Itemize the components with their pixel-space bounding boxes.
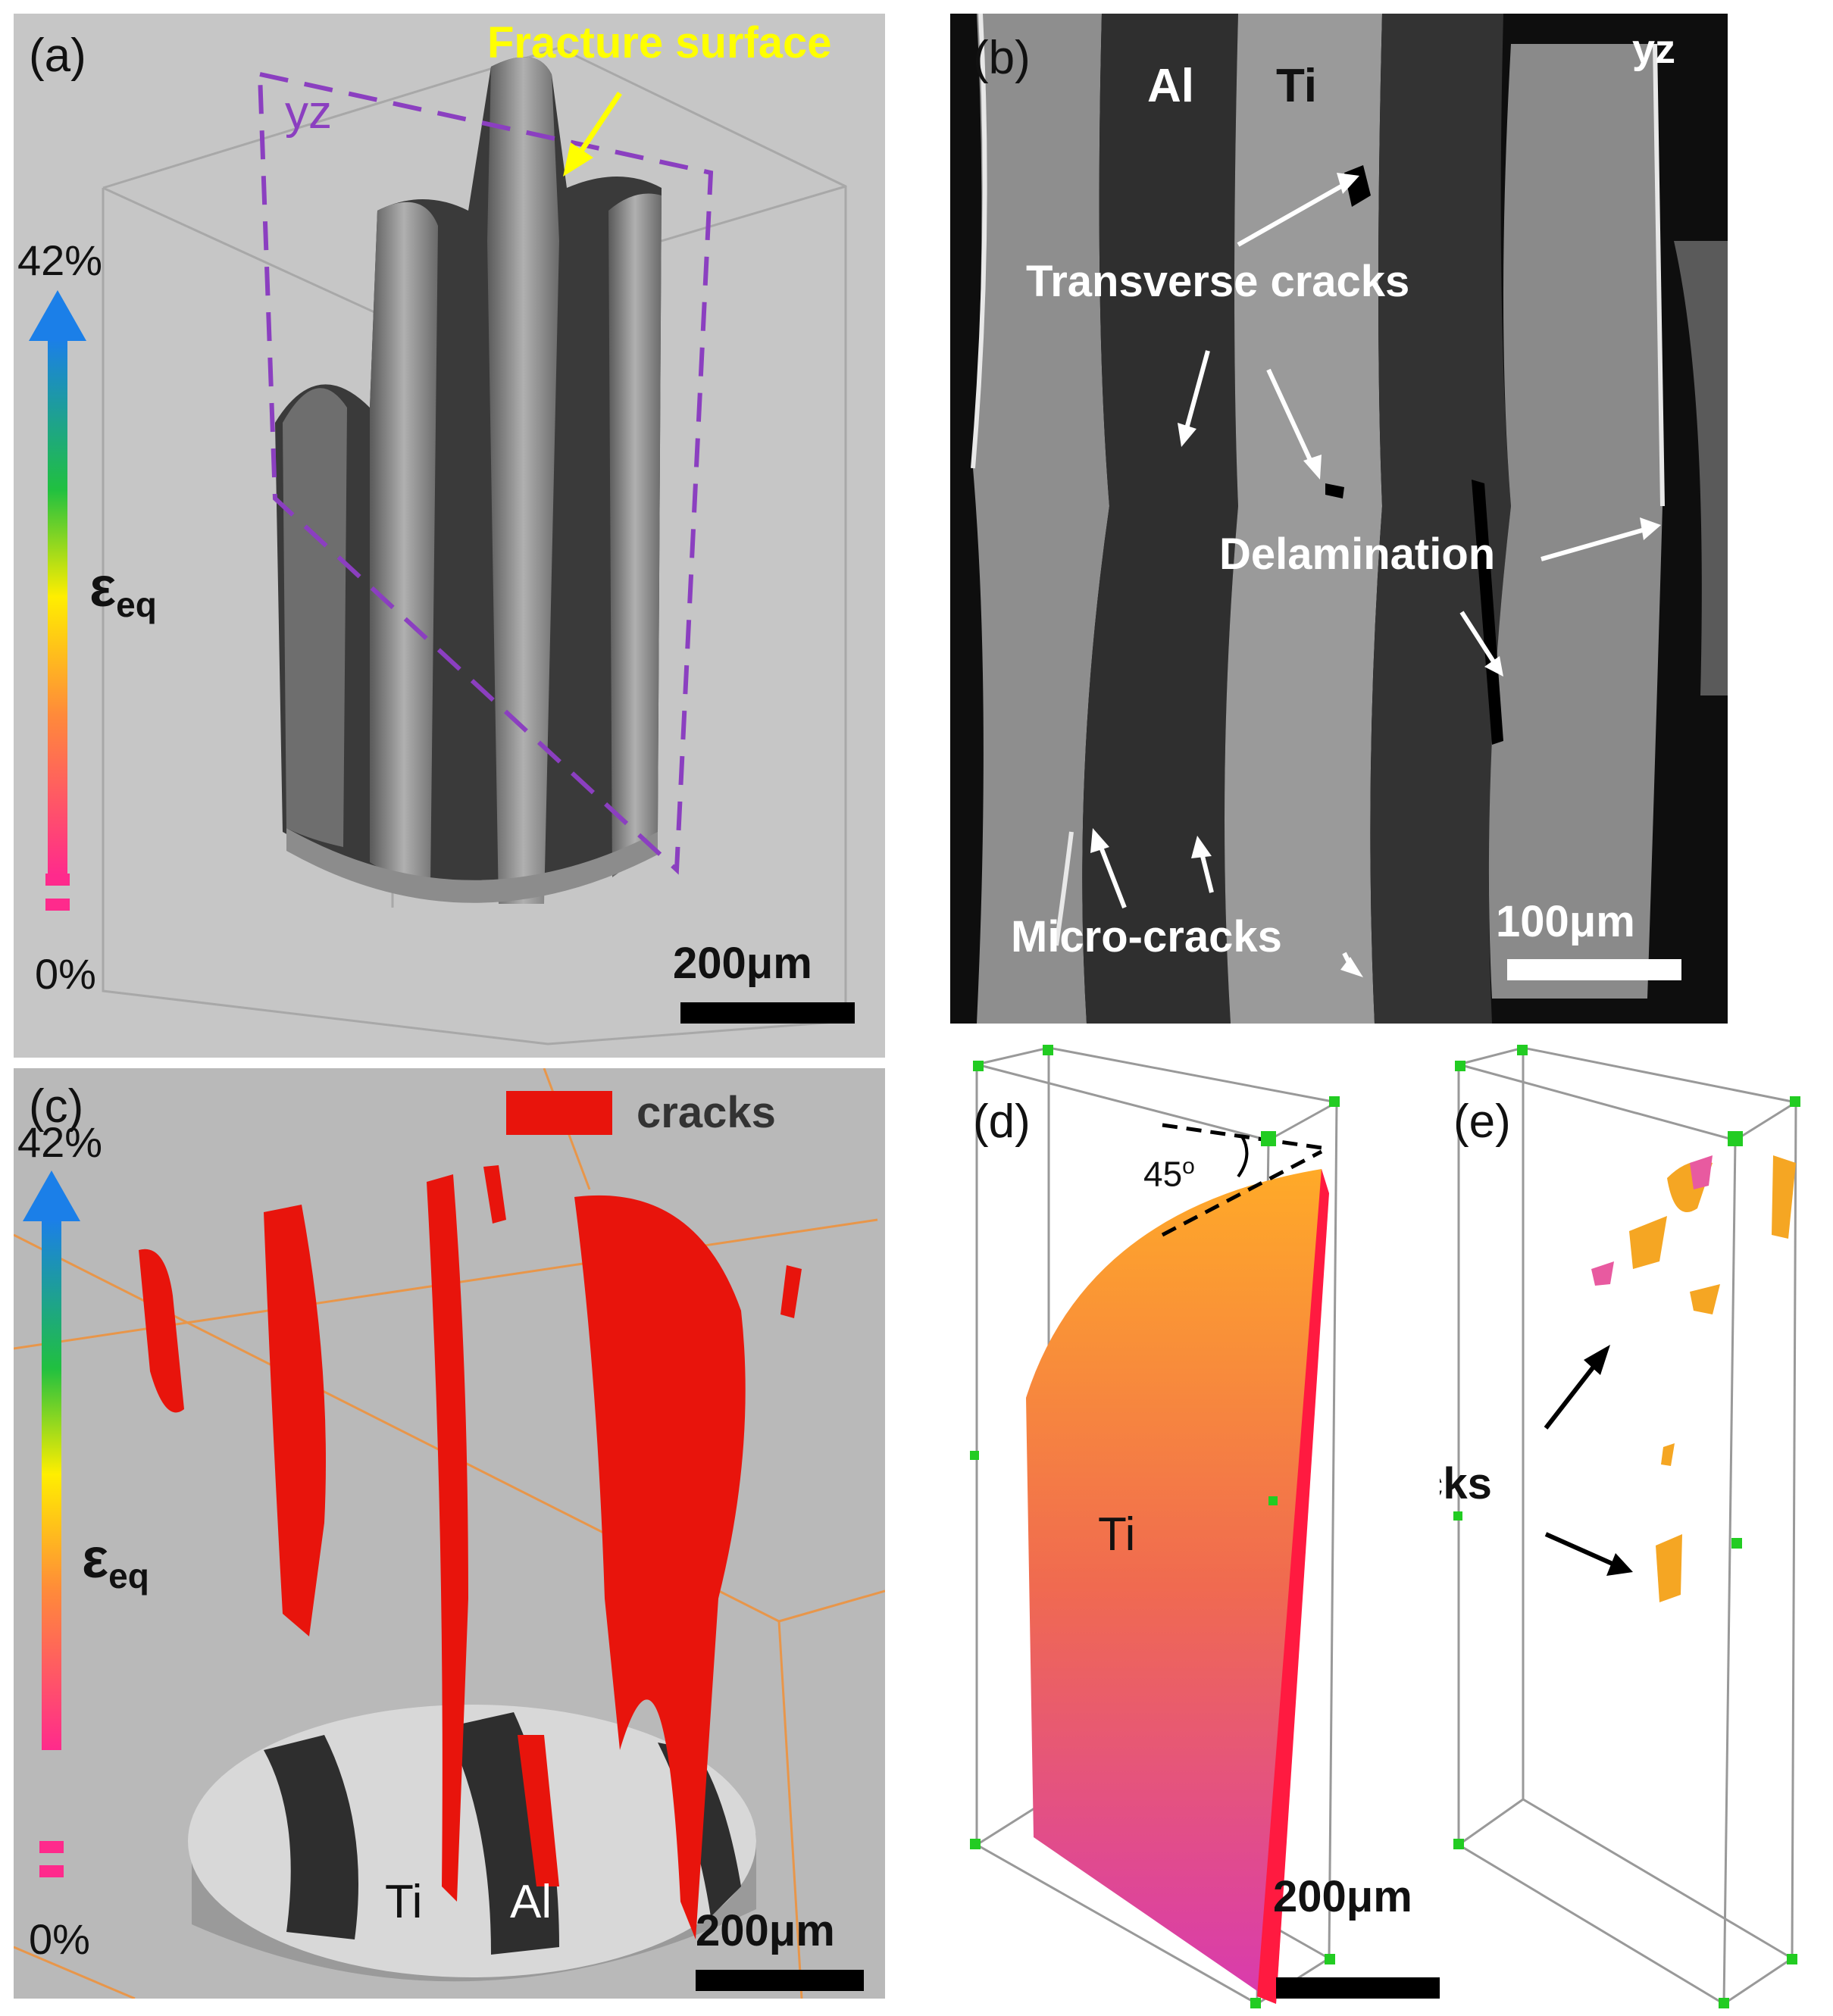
crack-specks (1629, 1155, 1796, 1602)
fracture-surface-label: Fracture surface (487, 18, 832, 67)
panel-a: (a) Fracture surface yz 42% εeq 0% 200μm (14, 14, 885, 1058)
colorbar-arrowhead (23, 1171, 80, 1221)
panel-label: (b) (973, 32, 1031, 84)
delamination-label: Delamination (1219, 530, 1496, 579)
layer-label-ti: Ti (1098, 1508, 1136, 1561)
panel-d-scalebar (1277, 1977, 1445, 1999)
layer-bands (973, 14, 1728, 1024)
panel-d-render (970, 1045, 1359, 2008)
cracks-label: cracks (1440, 1459, 1492, 1508)
layer-label-ti: Ti (385, 1876, 423, 1928)
scalebar (680, 1002, 855, 1024)
bounding-box (1457, 1046, 1797, 2005)
specimen-disc (188, 1705, 756, 1982)
corner-markers (970, 1045, 1340, 2008)
panel-e: (e) cracks (1440, 1042, 1819, 2011)
strain-symbol: εeq (89, 555, 157, 624)
annotation-arrows (1096, 178, 1648, 970)
panel-d: (d) 45o Ti (950, 1042, 1359, 2011)
panel-b-micrograph (971, 14, 1728, 1024)
colorbar-arrowhead (29, 290, 86, 341)
scalebar-label: 200μm (673, 939, 812, 988)
scalebar-label: 100μm (1496, 897, 1635, 946)
panel-label: (c) (29, 1080, 84, 1133)
colorbar-gradient (48, 339, 67, 876)
panel-c-render (14, 1068, 885, 1999)
colorbar-max-label: 42% (17, 1118, 103, 1166)
panel-label: (e) (1453, 1096, 1511, 1148)
colorbar-min-label: 0% (29, 1915, 90, 1963)
colorbar-gradient (42, 1220, 61, 1750)
panel-e-render (1453, 1045, 1800, 2008)
layer-label-al: Al (1147, 60, 1194, 112)
transverse-cracks-label: Transverse cracks (1026, 257, 1410, 306)
panel-c: (c) cracks 42% εeq 0% Ti Al 200μm (14, 1068, 885, 1999)
micro-cracks-label: Micro-cracks (1011, 912, 1282, 961)
bright-edges (971, 14, 1665, 946)
angle-label: 45o (1143, 1154, 1195, 1194)
panel-b: (b) Al Ti yz Transverse cracks Delaminat… (950, 14, 1728, 1024)
layer-label-al: Al (510, 1876, 552, 1928)
layer-label-ti: Ti (1276, 60, 1317, 112)
yz-plane-label: yz (1632, 27, 1676, 72)
panel-d-scalebar-label: 200μm (1273, 1872, 1412, 1921)
legend-swatch-cracks (506, 1091, 612, 1135)
panel-label: (a) (29, 30, 86, 82)
crack-arrows (1544, 1358, 1616, 1567)
colorbar-min-tick (39, 1841, 64, 1853)
crack-specks-pink (1591, 1155, 1713, 1286)
corner-markers (1453, 1045, 1800, 2008)
colorbar-min-label: 0% (35, 950, 96, 998)
scalebar-label: 200μm (696, 1906, 835, 1955)
ti-specimen (1026, 1169, 1325, 2004)
legend-label-cracks: cracks (637, 1088, 776, 1137)
panel-a-render (29, 46, 855, 1046)
scalebar (696, 1970, 864, 1991)
colorbar-max-label: 42% (17, 236, 103, 284)
scalebar (1507, 959, 1681, 980)
yz-plane (257, 71, 714, 875)
panel-label: (d) (973, 1096, 1031, 1148)
yz-plane-label: yz (285, 86, 332, 139)
strain-symbol: εeq (82, 1527, 149, 1596)
colorbar-min-tick (45, 874, 70, 886)
specimen (275, 57, 662, 905)
crack-clusters (139, 1165, 802, 1939)
